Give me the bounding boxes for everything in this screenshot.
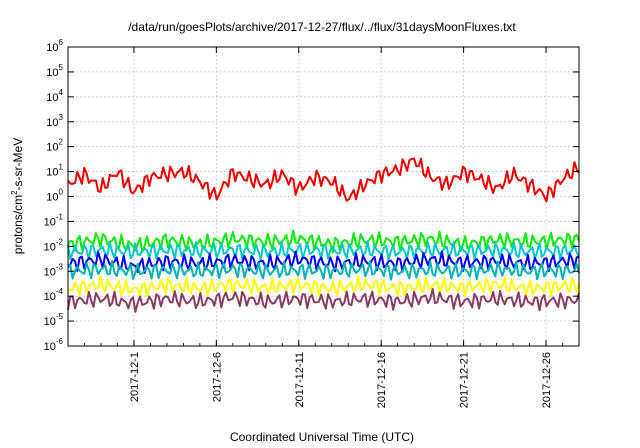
x-tick-label: 2017-12-21 bbox=[459, 352, 471, 408]
series-line bbox=[67, 157, 580, 203]
y-tick-label-base: 10 bbox=[44, 241, 56, 253]
series-line bbox=[67, 240, 580, 261]
y-tick-label: 10-3 bbox=[44, 262, 64, 278]
y-tick-label-exp: 4 bbox=[59, 88, 64, 97]
y-axis-label-main: protons/cm bbox=[11, 195, 25, 254]
y-tick-label-exp: 0 bbox=[59, 188, 64, 197]
y-tick-label-base: 10 bbox=[46, 192, 58, 204]
y-tick-label: 10-4 bbox=[44, 287, 64, 303]
y-tick-label-exp: -5 bbox=[56, 312, 64, 321]
y-tick-label-exp: 3 bbox=[59, 113, 64, 122]
y-tick-label: 10-6 bbox=[44, 337, 64, 353]
y-tick-label-base: 10 bbox=[46, 142, 58, 154]
y-axis-label-sup: 2 bbox=[10, 190, 19, 195]
y-tick-label-exp: -6 bbox=[56, 337, 64, 346]
y-tick-label: 100 bbox=[46, 188, 63, 204]
y-tick-label: 10-5 bbox=[44, 312, 64, 328]
y-tick-label-base: 10 bbox=[44, 316, 56, 328]
x-tick-label: 2017-12-1 bbox=[129, 352, 141, 402]
y-tick-label-base: 10 bbox=[44, 216, 56, 228]
y-tick-label: 101 bbox=[46, 163, 63, 179]
series-group bbox=[67, 157, 580, 313]
series-line bbox=[67, 260, 580, 281]
y-tick-label-base: 10 bbox=[46, 67, 58, 79]
x-tick-label: 2017-12-6 bbox=[211, 352, 223, 402]
y-tick-label-exp: 6 bbox=[59, 38, 64, 47]
y-tick-label-base: 10 bbox=[46, 167, 58, 179]
y-axis: 10-610-510-410-310-210-11001011021031041… bbox=[44, 38, 579, 353]
y-tick-label-exp: 5 bbox=[59, 63, 64, 72]
y-tick-label-exp: -4 bbox=[56, 287, 64, 296]
y-tick-label-base: 10 bbox=[44, 291, 56, 303]
y-tick-label-exp: -1 bbox=[56, 212, 64, 221]
series-line bbox=[67, 274, 580, 298]
y-tick-label-exp: -3 bbox=[56, 262, 64, 271]
y-tick-label-base: 10 bbox=[44, 266, 56, 278]
y-tick-label-exp: -2 bbox=[56, 237, 64, 246]
y-tick-label: 10-2 bbox=[44, 237, 64, 253]
y-tick-label-base: 10 bbox=[46, 42, 58, 54]
chart-title: /data/run/goesPlots/archive/2017-12-27/f… bbox=[128, 20, 516, 34]
y-tick-label: 104 bbox=[46, 88, 63, 104]
y-tick-label: 105 bbox=[46, 63, 63, 79]
y-tick-label-exp: 2 bbox=[59, 138, 64, 147]
x-axis-label: Coordinated Universal Time (UTC) bbox=[230, 430, 414, 444]
x-tick-label: 2017-12-11 bbox=[294, 352, 306, 407]
y-tick-label: 10-1 bbox=[44, 212, 64, 228]
x-tick-label: 2017-12-16 bbox=[376, 352, 388, 408]
y-tick-label: 106 bbox=[46, 38, 63, 54]
y-axis-label-rest: -s-sr-MeV bbox=[11, 138, 25, 191]
series-line bbox=[67, 288, 580, 313]
y-tick-label: 103 bbox=[46, 113, 63, 129]
y-tick-label-base: 10 bbox=[46, 117, 58, 129]
y-tick-label-exp: 1 bbox=[59, 163, 64, 172]
y-tick-label-base: 10 bbox=[44, 341, 56, 353]
x-axis: 2017-12-1 2017-12-6 2017-12-11 2017-12-16 20… bbox=[84, 47, 563, 408]
y-axis-label: protons/cm2-s-sr-MeV bbox=[10, 138, 25, 254]
y-tick-label-base: 10 bbox=[46, 92, 58, 104]
y-tick-label: 102 bbox=[46, 138, 63, 154]
x-tick-label: 2017-12-26 bbox=[541, 352, 553, 408]
